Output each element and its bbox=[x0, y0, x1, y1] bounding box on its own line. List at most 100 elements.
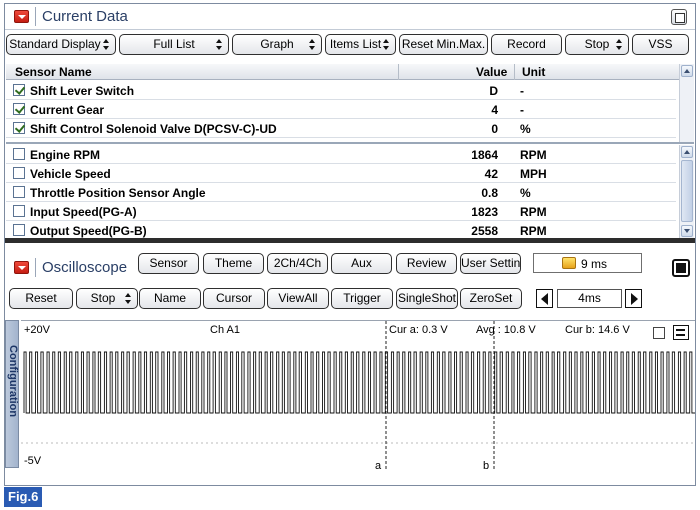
table-row[interactable]: Engine RPM 1864 RPM bbox=[6, 145, 676, 164]
sensor-value: 1864 bbox=[471, 148, 498, 162]
sensor-name: Output Speed(PG-B) bbox=[30, 224, 147, 238]
time-readout: 9 ms bbox=[533, 253, 642, 273]
configuration-tab[interactable]: Configuration bbox=[5, 320, 19, 468]
collapse-icon[interactable] bbox=[14, 261, 29, 274]
sensor-label: Sensor bbox=[149, 256, 188, 270]
theme-label: Theme bbox=[214, 256, 253, 270]
reset-button[interactable]: Reset bbox=[9, 288, 73, 309]
vss-label: VSS bbox=[648, 37, 673, 51]
single-shot-label: SingleShot bbox=[397, 291, 457, 305]
cursor-button[interactable]: Cursor bbox=[203, 288, 265, 309]
aux-button[interactable]: Aux bbox=[331, 253, 392, 274]
sensor-value: 4 bbox=[491, 103, 498, 117]
panel-splitter[interactable] bbox=[5, 238, 695, 243]
vss-button[interactable]: VSS bbox=[632, 34, 689, 55]
cursor-b-marker[interactable]: b bbox=[483, 460, 490, 472]
sensor-unit: RPM bbox=[520, 148, 547, 162]
sensor-name: Input Speed(PG-A) bbox=[30, 205, 137, 219]
channel-mode-label: 2Ch/4Ch bbox=[273, 256, 322, 270]
full-list-label: Full List bbox=[153, 37, 195, 51]
name-button[interactable]: Name bbox=[139, 288, 201, 309]
reset-min-max-button[interactable]: Reset Min.Max. bbox=[399, 34, 488, 55]
cursor-a-marker[interactable]: a bbox=[375, 460, 382, 472]
table-row[interactable]: Throttle Position Sensor Angle 0.8 % bbox=[6, 183, 676, 202]
scroll-down-icon[interactable] bbox=[681, 225, 693, 237]
sensor-button[interactable]: Sensor bbox=[138, 253, 199, 274]
row-checkbox[interactable] bbox=[13, 148, 25, 160]
spinner-icon bbox=[309, 39, 316, 50]
sensor-name: Throttle Position Sensor Angle bbox=[30, 186, 206, 200]
standard-display-select[interactable]: Standard Display bbox=[6, 34, 116, 55]
oscilloscope-display[interactable]: +20V -5V Ch A1 Cur a: 0.3 V Avg : 10.8 V… bbox=[21, 320, 695, 472]
row-checkbox[interactable] bbox=[13, 186, 25, 198]
theme-button[interactable]: Theme bbox=[203, 253, 264, 274]
oscilloscope-header: Oscilloscope Sensor Theme 2Ch/4Ch Aux Re… bbox=[5, 244, 695, 286]
row-checkbox[interactable] bbox=[13, 167, 25, 179]
row-checkbox[interactable] bbox=[13, 224, 25, 236]
channel-mode-button[interactable]: 2Ch/4Ch bbox=[267, 253, 328, 274]
sensor-name: Shift Lever Switch bbox=[30, 84, 135, 98]
record-button[interactable]: Record bbox=[491, 34, 562, 55]
restore-icon[interactable] bbox=[671, 9, 687, 25]
table-row[interactable]: Current Gear 4 - bbox=[6, 100, 676, 119]
table-row[interactable]: Shift Control Solenoid Valve D(PCSV-C)-U… bbox=[6, 119, 676, 138]
collapse-icon[interactable] bbox=[14, 10, 29, 23]
full-list-select[interactable]: Full List bbox=[119, 34, 229, 55]
rows-scrollbar[interactable] bbox=[679, 145, 694, 240]
view-all-button[interactable]: ViewAll bbox=[267, 288, 329, 309]
sensor-value: 0 bbox=[491, 122, 498, 136]
column-header-value: Value bbox=[476, 65, 508, 79]
zero-set-label: ZeroSet bbox=[469, 291, 513, 305]
standard-display-label: Standard Display bbox=[9, 37, 101, 51]
trigger-button[interactable]: Trigger bbox=[331, 288, 393, 309]
sensor-value: 42 bbox=[484, 167, 498, 181]
column-divider bbox=[398, 64, 399, 80]
items-list-label: Items List bbox=[329, 37, 382, 51]
maximize-icon[interactable] bbox=[673, 325, 689, 340]
table-row[interactable]: Vehicle Speed 42 MPH bbox=[6, 164, 676, 183]
row-checkbox[interactable] bbox=[13, 103, 25, 115]
row-checkbox[interactable] bbox=[13, 122, 25, 134]
zero-set-button[interactable]: ZeroSet bbox=[460, 288, 522, 309]
reset-label: Reset bbox=[25, 291, 57, 305]
pinned-scrollbar[interactable] bbox=[679, 64, 694, 142]
timebase-display: 4ms bbox=[557, 289, 622, 308]
current-data-title: Current Data bbox=[42, 8, 128, 25]
items-list-select[interactable]: Items List bbox=[325, 34, 396, 55]
cursor-b-readout: Cur b: 14.6 V bbox=[565, 324, 630, 336]
scroll-up-icon[interactable] bbox=[681, 146, 693, 158]
spinner-icon bbox=[103, 39, 110, 50]
app-window: Current Data Standard Display Full List … bbox=[4, 3, 696, 486]
graph-label: Graph bbox=[260, 37, 294, 51]
max-voltage-label: +20V bbox=[24, 324, 50, 336]
spinner-icon bbox=[383, 39, 390, 50]
sensor-name: Vehicle Speed bbox=[30, 167, 111, 181]
arrow-left-icon[interactable] bbox=[536, 289, 553, 308]
sensor-name: Shift Control Solenoid Valve D(PCSV-C)-U… bbox=[30, 122, 277, 136]
review-label: Review bbox=[406, 256, 447, 270]
stop-label: Stop bbox=[584, 37, 610, 51]
stop-select[interactable]: Stop bbox=[565, 34, 629, 55]
row-checkbox[interactable] bbox=[13, 205, 25, 217]
single-shot-button[interactable]: SingleShot bbox=[396, 288, 458, 309]
reset-min-max-label: Reset Min.Max. bbox=[401, 37, 486, 51]
sensor-name: Engine RPM bbox=[30, 148, 101, 162]
user-setting-button[interactable]: User Setting bbox=[460, 253, 521, 274]
stop-square-icon[interactable] bbox=[672, 259, 690, 277]
scope-checkbox[interactable] bbox=[653, 327, 665, 339]
sensor-unit: RPM bbox=[520, 224, 547, 238]
sensor-unit: MPH bbox=[520, 167, 547, 181]
table-row[interactable]: Input Speed(PG-A) 1823 RPM bbox=[6, 202, 676, 221]
row-checkbox[interactable] bbox=[13, 84, 25, 96]
column-header-sensor-name: Sensor Name bbox=[15, 65, 92, 79]
arrow-right-icon[interactable] bbox=[625, 289, 642, 308]
waveform-plot bbox=[21, 321, 695, 471]
review-button[interactable]: Review bbox=[396, 253, 457, 274]
scroll-up-icon[interactable] bbox=[681, 65, 693, 77]
scope-stop-select[interactable]: Stop bbox=[76, 288, 138, 309]
graph-select[interactable]: Graph bbox=[232, 34, 322, 55]
sensor-unit: % bbox=[520, 186, 531, 200]
spinner-icon bbox=[616, 39, 623, 50]
table-row[interactable]: Shift Lever Switch D - bbox=[6, 81, 676, 100]
scroll-thumb[interactable] bbox=[681, 160, 693, 222]
